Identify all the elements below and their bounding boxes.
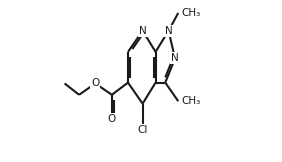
Text: N: N: [165, 26, 172, 36]
Text: O: O: [108, 114, 116, 124]
Text: O: O: [91, 78, 100, 88]
Text: CH₃: CH₃: [181, 96, 201, 106]
Text: Cl: Cl: [137, 125, 148, 135]
Text: N: N: [139, 26, 146, 36]
Text: CH₃: CH₃: [181, 8, 201, 18]
Text: N: N: [171, 53, 179, 63]
